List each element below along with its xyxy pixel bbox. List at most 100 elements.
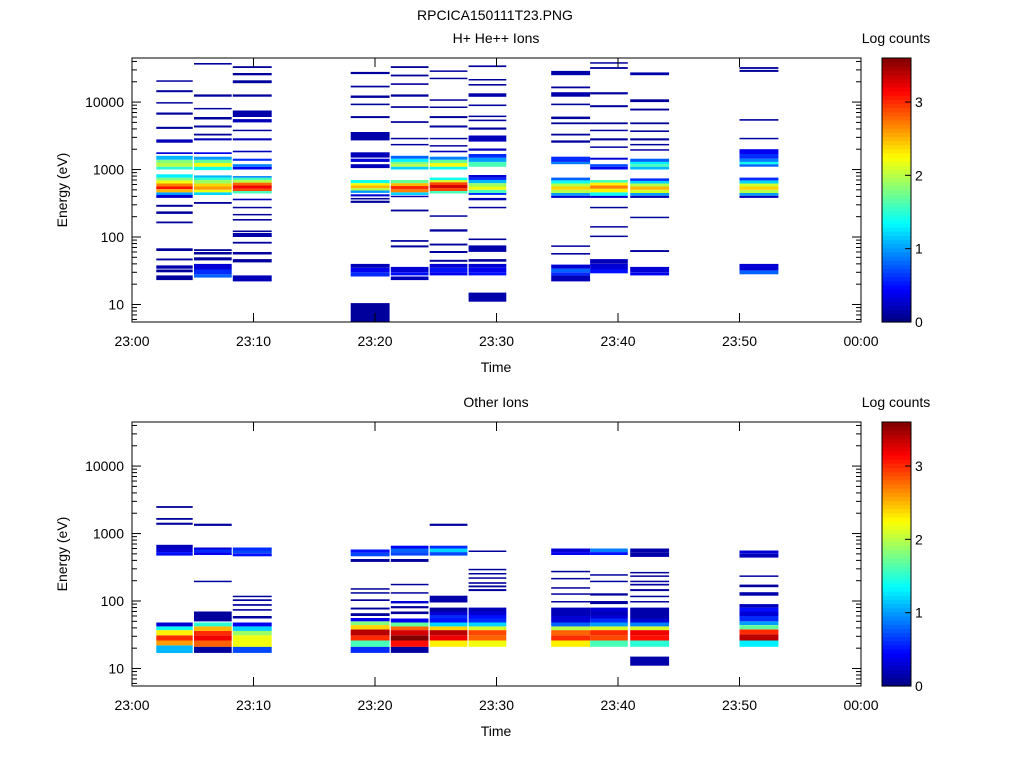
heatmap-cell <box>390 66 429 68</box>
heatmap-cell <box>232 609 272 611</box>
heatmap-cell <box>630 143 670 146</box>
colorbar-segment <box>882 165 911 170</box>
heatmap-cell <box>390 626 429 631</box>
heatmap-cell <box>468 573 507 575</box>
heatmap-cell <box>390 552 429 556</box>
heatmap-cell <box>232 188 272 191</box>
heatmap-cell <box>551 616 591 623</box>
y-tick-label: 100 <box>101 593 125 609</box>
heatmap-cell <box>590 263 628 270</box>
heatmap-cell <box>551 177 591 181</box>
colorbar-label: Log counts <box>862 30 931 46</box>
heatmap-cell <box>551 640 591 647</box>
heatmap-cell <box>194 192 232 195</box>
colorbar-segment <box>882 202 911 208</box>
heatmap-cell <box>156 544 193 549</box>
colorbar-tick-label: 1 <box>915 605 923 621</box>
heatmap-cell <box>232 176 272 178</box>
heatmap-cell <box>350 158 390 162</box>
heatmap-cell <box>194 626 232 631</box>
heatmap-cell <box>739 604 779 608</box>
heatmap-cell <box>156 518 193 520</box>
colorbar-tick-label: 3 <box>915 458 923 474</box>
heatmap-cell <box>551 264 591 269</box>
heatmap-cell <box>429 622 468 627</box>
heatmap-cell <box>739 177 779 181</box>
heatmap-cell <box>390 545 429 549</box>
heatmap-cell <box>194 547 232 550</box>
heatmap-cell <box>194 63 232 65</box>
heatmap-cell <box>551 622 591 627</box>
colorbar-segment <box>882 624 911 629</box>
heatmap-cell <box>390 601 429 604</box>
colorbar-segment <box>882 136 911 142</box>
heatmap-cell <box>156 180 193 184</box>
heatmap-cell <box>630 192 670 196</box>
heatmap-cell <box>194 249 232 251</box>
colorbar-frame <box>881 421 912 687</box>
heatmap-cell <box>551 587 591 589</box>
heatmap-cell <box>390 143 429 146</box>
heatmap-cell <box>630 158 670 162</box>
heatmap-cell <box>156 211 193 214</box>
heatmap-cell <box>232 232 272 237</box>
heatmap-cell <box>350 180 390 184</box>
heatmap-cell <box>390 74 429 77</box>
heatmap-cell <box>630 630 670 636</box>
heatmap-cell <box>390 137 429 140</box>
heatmap-cell <box>194 552 232 555</box>
colorbar-segment <box>882 512 911 518</box>
colorbar-segment <box>882 256 911 261</box>
heatmap-cell <box>350 613 390 616</box>
y-tick-label: 100 <box>101 229 125 245</box>
heatmap-cell <box>590 62 628 64</box>
heatmap-cell <box>194 186 232 190</box>
heatmap-cell <box>429 548 468 553</box>
heatmap-cell <box>350 188 390 191</box>
colorbar-segment <box>882 578 911 584</box>
heatmap-cell <box>630 186 670 190</box>
axes: 23:00 23:10 23:20 23:30 23:40 23:50 00:00 10 100… <box>85 422 879 713</box>
heatmap-cell <box>739 634 779 641</box>
heatmap-cell <box>590 92 628 95</box>
heatmap-cell <box>429 150 468 153</box>
heatmap-cell <box>551 577 591 580</box>
heatmap-cell <box>232 241 272 244</box>
heatmap-cell <box>429 626 468 631</box>
heatmap-cell <box>468 65 507 68</box>
x-tick-label: 23:30 <box>479 333 514 349</box>
heatmap-cell <box>232 138 272 141</box>
heatmap-cell <box>232 604 272 606</box>
heatmap-cell <box>630 161 670 165</box>
heatmap-cell <box>194 646 232 653</box>
heatmap-cell <box>390 186 429 190</box>
colorbar-segment <box>882 648 911 654</box>
heatmap-cell <box>590 182 628 186</box>
heatmap-cell <box>468 192 507 195</box>
heatmap-cell <box>156 189 193 193</box>
heatmap-cell <box>468 175 507 178</box>
heatmap-cell <box>194 274 232 278</box>
colorbar-segment <box>882 545 911 551</box>
x-tick-label: 23:40 <box>600 333 635 349</box>
heatmap-cell <box>590 105 628 108</box>
heatmap-cell <box>551 548 591 553</box>
heatmap-cell <box>590 580 628 583</box>
x-tick-label: 23:50 <box>722 697 757 713</box>
heatmap-cell <box>232 166 272 170</box>
heatmap-cell <box>350 640 390 647</box>
heatmap-cell <box>429 137 468 140</box>
colorbar-segment <box>882 455 911 460</box>
heatmap-cell <box>156 248 193 251</box>
colorbar-segment <box>882 119 911 125</box>
colorbar-segment <box>882 62 911 67</box>
x-tick-label: 23:00 <box>114 697 149 713</box>
heatmap-cell <box>156 204 193 207</box>
heatmap-cell <box>468 618 507 623</box>
heatmap-cell <box>194 117 232 120</box>
heatmap-cell <box>630 149 670 151</box>
heatmap-cell <box>156 80 193 82</box>
heatmap-cell <box>468 148 507 151</box>
heatmap-cell <box>551 630 591 636</box>
colorbar-segment <box>882 124 911 129</box>
